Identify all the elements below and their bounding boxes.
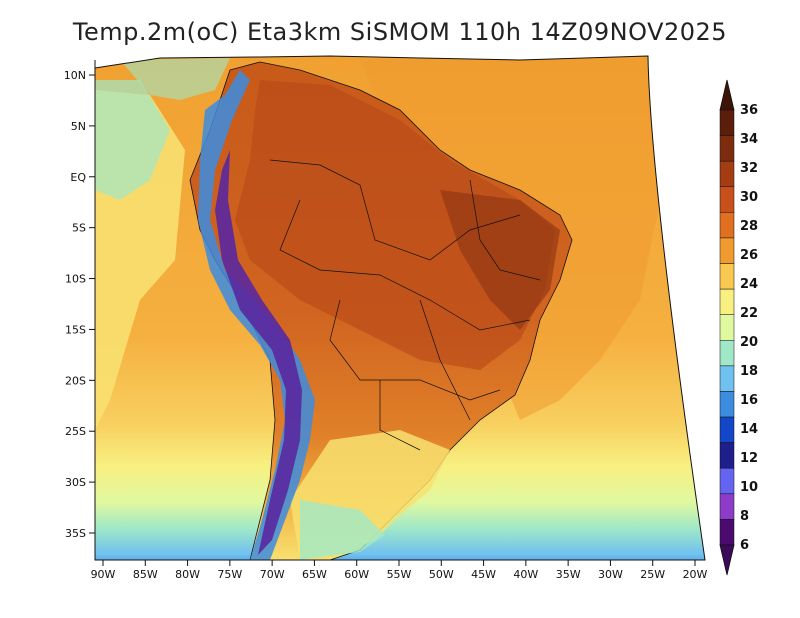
lat-tick-label: 5S	[72, 222, 86, 235]
lat-tick-label: 15S	[65, 323, 86, 336]
lon-tick-label: 25W	[640, 568, 665, 581]
andes-coldest-core	[215, 150, 302, 555]
lon-tick-label: 45W	[471, 568, 496, 581]
lon-tick-label: 90W	[91, 568, 116, 581]
lon-tick-label: 85W	[133, 568, 158, 581]
colorbar-swatch	[719, 109, 735, 136]
longitude-axis: 90W 85W 80W 75W 70W 65W 60W 55W 50W 45W 40W 35W 30W 2…	[91, 560, 708, 581]
colorbar-label: 26	[740, 248, 758, 263]
colorbar-swatch	[719, 340, 735, 367]
hot-interior-zone	[235, 80, 555, 370]
colorbar-swatch	[719, 416, 735, 443]
latitude-axis: 10N 5N EQ 5S 10S 15S 20S 25S 30S 35S	[64, 69, 95, 540]
colorbar-arrow-bottom	[719, 544, 735, 576]
colorbar-swatch	[719, 288, 735, 315]
lat-tick-label: 35S	[65, 527, 86, 540]
colorbar-label: 16	[740, 393, 758, 408]
colorbar-arrow-top	[719, 79, 735, 111]
lat-tick-label: 20S	[65, 374, 86, 387]
colorbar-label: 6	[740, 538, 749, 553]
lon-tick-label: 30W	[598, 568, 623, 581]
colorbar-label: 14	[740, 422, 758, 437]
lat-tick-label: 25S	[65, 425, 86, 438]
map-title: Temp.2m(oC) Eta3km SiSMOM 110h 14Z09NOV2…	[72, 18, 728, 46]
colorbar-swatch	[719, 493, 735, 520]
caribbean-zone	[120, 58, 230, 100]
lon-tick-label: 80W	[175, 568, 200, 581]
colorbar-label: 32	[740, 161, 758, 176]
lon-tick-label: 35W	[556, 568, 581, 581]
colorbar-swatch	[719, 263, 735, 290]
colorbar-swatch	[719, 467, 735, 495]
lat-tick-label: 5N	[71, 120, 86, 133]
colorbar-label: 36	[740, 103, 758, 118]
pacific-coastal-cool	[95, 80, 170, 200]
colorbar-label: 8	[740, 509, 749, 524]
colorbar-swatch	[719, 314, 735, 341]
lon-tick-label: 65W	[302, 568, 327, 581]
colorbar-swatch	[719, 442, 735, 469]
colorbar-label: 28	[740, 219, 758, 234]
colorbar-label: 24	[740, 277, 758, 292]
lon-tick-label: 75W	[217, 568, 242, 581]
lat-tick-label: 10S	[65, 273, 86, 286]
colorbar-label: 18	[740, 364, 758, 379]
colorbar-swatch	[719, 519, 735, 546]
lon-tick-label: 40W	[513, 568, 538, 581]
colorbar: 36 34 32 30 28 26 24 22 20 18 16 14 12 10 8 6	[719, 79, 758, 576]
lon-tick-label: 60W	[344, 568, 369, 581]
colorbar-swatch	[719, 237, 735, 264]
lon-tick-label: 55W	[387, 568, 412, 581]
colorbar-swatch	[719, 160, 735, 188]
colorbar-swatch	[719, 212, 735, 239]
colorbar-label: 30	[740, 190, 758, 205]
lat-tick-label: 30S	[65, 476, 86, 489]
colorbar-label: 12	[740, 451, 758, 466]
colorbar-label: 22	[740, 306, 758, 321]
lon-tick-label: 20W	[683, 568, 708, 581]
colorbar-swatch	[719, 391, 735, 418]
colorbar-swatch	[719, 365, 735, 392]
plot-frame	[94, 55, 706, 561]
lat-tick-label: 10N	[64, 69, 86, 82]
patagonia-cool	[300, 500, 385, 560]
colorbar-label: 20	[740, 335, 758, 350]
map-plot-area	[95, 56, 705, 560]
lat-tick-label: EQ	[70, 171, 86, 184]
colorbar-swatch	[719, 135, 735, 162]
lon-tick-label: 70W	[260, 568, 285, 581]
colorbar-swatch	[719, 186, 735, 213]
colorbar-label: 10	[740, 480, 758, 495]
northeast-hot-zone	[440, 190, 560, 330]
colorbar-label: 34	[740, 132, 758, 147]
political-borders	[269, 159, 541, 451]
lon-tick-label: 50W	[429, 568, 454, 581]
